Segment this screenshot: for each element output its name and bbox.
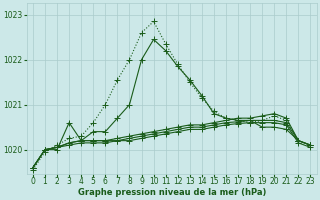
X-axis label: Graphe pression niveau de la mer (hPa): Graphe pression niveau de la mer (hPa) (77, 188, 266, 197)
